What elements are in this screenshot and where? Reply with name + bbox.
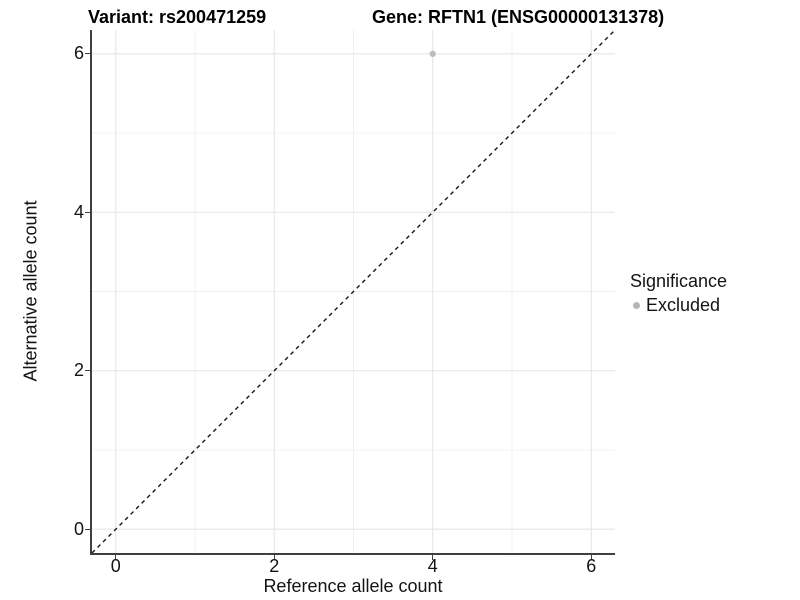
data-point-excluded [429,50,436,57]
x-axis-line [90,553,615,555]
legend-item-excluded: Excluded [630,295,727,316]
y-axis-title: Alternative allele count [20,200,41,382]
plot-area-svg [91,29,616,554]
x-tick-mark [432,554,434,560]
legend-title: Significance [630,271,728,291]
plot-title-gene: Gene: RFTN1 (ENSG00000131378) [372,7,665,27]
y-tick-label: 4 [73,201,84,222]
y-tick-label: 6 [73,43,84,64]
x-tick-label: 2 [269,556,280,576]
x-tick-mark [273,554,275,560]
y-tick-mark [85,53,91,55]
y-tick-label: 0 [73,518,84,539]
y-tick-label: 2 [73,360,84,381]
x-tick-mark [590,554,592,560]
y-axis-line [90,30,92,555]
legend-item-label: Excluded [646,295,721,315]
x-tick-label: 0 [110,556,121,576]
x-tick-label: 4 [427,556,438,576]
y-tick-mark [85,211,91,213]
x-tick-mark [115,554,117,560]
plot-title-variant: Variant: rs200471259 [88,7,267,27]
x-tick-label: 6 [586,556,597,576]
x-axis-title: Reference allele count [263,576,443,596]
excluded-point-icon [633,302,640,309]
legend: Significance Excluded [630,271,727,316]
y-tick-mark [85,370,91,372]
plot-panel [91,29,616,554]
y-tick-mark [85,528,91,530]
identity-reference-line [91,29,616,554]
